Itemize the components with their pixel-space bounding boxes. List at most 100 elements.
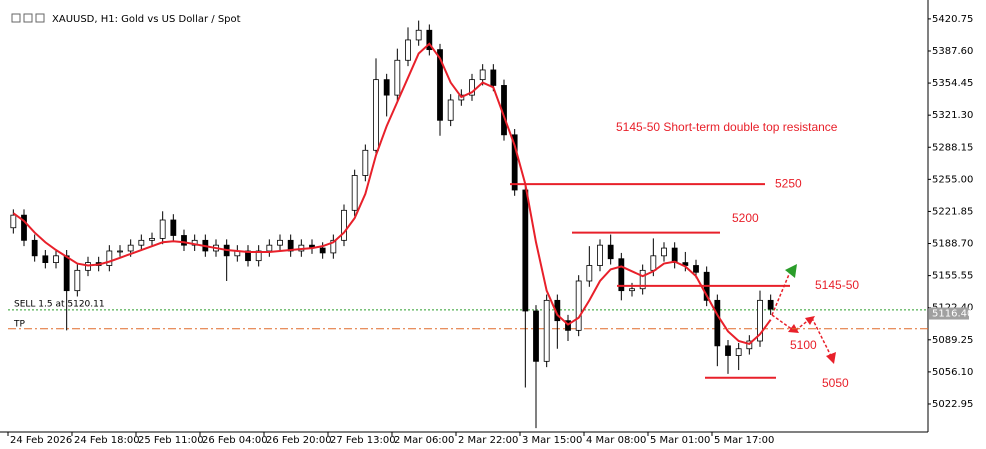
arrow-head [785, 264, 797, 278]
candle-body [74, 269, 81, 292]
candle-body [490, 69, 497, 86]
candle-body [149, 237, 155, 241]
projection-label: 5100 [790, 338, 817, 352]
y-tick-label: 5188.70 [932, 239, 973, 250]
level-label: 5050 [822, 376, 849, 390]
candle-body [383, 79, 390, 96]
y-tick-label: 5221.85 [932, 206, 973, 217]
candle-body [53, 255, 59, 263]
y-tick-label: 5321.30 [932, 110, 973, 121]
candle-body [522, 189, 529, 312]
x-tick-label: 4 Mar 08:00 [586, 435, 646, 445]
x-tick-label: 5 Mar 17:00 [714, 435, 774, 445]
candle-body [319, 247, 326, 254]
y-tick-label: 5089.25 [932, 335, 973, 346]
tp-label: TP [13, 319, 25, 329]
y-tick-label: 5022.95 [932, 399, 973, 410]
y-tick-label: 5288.15 [932, 142, 973, 153]
candle-body [629, 288, 635, 292]
x-tick-label: 3 Mar 15:00 [522, 435, 582, 445]
candle-body [618, 258, 625, 292]
arrow-line [771, 271, 791, 316]
arrow-line [795, 318, 811, 331]
candle-body [159, 219, 166, 239]
current-price-label: 5116.40 [932, 309, 973, 320]
candle-body [437, 49, 443, 121]
candle-body [127, 244, 134, 252]
candle-body [351, 175, 358, 211]
candle-body [362, 149, 369, 176]
y-tick-label: 5056.10 [932, 367, 973, 378]
x-tick-label: 27 Feb 13:00 [330, 435, 396, 445]
level-label: 5200 [732, 211, 759, 225]
candle-body [447, 99, 454, 121]
candle-body [266, 244, 273, 252]
candle-body [714, 299, 721, 347]
x-tick-label: 2 Mar 22:00 [458, 435, 518, 445]
candle-body [181, 235, 187, 246]
candle-body [42, 255, 49, 263]
candle-body [650, 255, 657, 271]
candle-body [575, 280, 582, 331]
moving-average [12, 42, 772, 346]
candle-body [138, 239, 145, 246]
candle-body [277, 239, 283, 246]
x-tick-label: 24 Feb 2026 [10, 435, 72, 445]
candle-body [415, 29, 422, 41]
candle-body [106, 250, 113, 266]
candle-body [725, 345, 731, 356]
y-tick-label: 5255.00 [932, 174, 973, 185]
icon [23, 13, 33, 23]
arrow-head [826, 352, 836, 364]
candle-body [426, 29, 433, 51]
icon [35, 13, 45, 23]
toolbar-icons [11, 13, 45, 23]
candle-body [767, 299, 774, 310]
candle-body [639, 269, 646, 290]
candle-body [671, 247, 678, 263]
chart-title: XAUUSD, H1: Gold vs US Dollar / Spot [52, 14, 241, 25]
current-price-box [929, 307, 969, 320]
candle-body [405, 39, 411, 61]
candle-body [735, 348, 742, 356]
icon [11, 13, 21, 23]
candle-body [170, 219, 177, 236]
level-label: 5145-50 [815, 278, 859, 292]
sell-label: SELL 1.5 at 5120.11 [14, 299, 105, 309]
x-tick-label: 24 Feb 18:00 [74, 435, 140, 445]
candle-body [373, 79, 379, 151]
candle-body [757, 299, 763, 342]
x-tick-label: 26 Feb 20:00 [266, 435, 332, 445]
x-tick-label: 5 Mar 01:00 [650, 435, 710, 445]
candle-body [21, 214, 27, 241]
candle-body [661, 247, 667, 257]
candle-body [693, 265, 699, 273]
candle-body [586, 265, 593, 282]
candle-body [117, 250, 123, 253]
candle-body [394, 59, 401, 96]
candle-body [10, 214, 17, 229]
y-tick-label: 5155.55 [932, 271, 973, 282]
candle-body [543, 299, 550, 362]
candle-body [469, 79, 475, 96]
x-tick-label: 2 Mar 06:00 [394, 435, 454, 445]
candle-body [607, 244, 614, 260]
candle-body [479, 69, 486, 81]
y-tick-label: 5420.75 [932, 14, 973, 25]
candle-body [533, 310, 539, 362]
candle-body [597, 244, 603, 266]
arrow-line [771, 314, 794, 331]
candle-body [31, 239, 38, 257]
arrow-line [811, 317, 832, 357]
annotation: 5145-50 Short-term double top resistance [616, 120, 838, 134]
y-tick-label: 5354.45 [932, 78, 973, 89]
candle-body [511, 134, 518, 191]
candle-body [341, 209, 347, 241]
candle-body [330, 239, 337, 254]
candle-body [63, 255, 70, 292]
x-tick-label: 25 Feb 11:00 [138, 435, 204, 445]
x-tick-label: 26 Feb 04:00 [202, 435, 268, 445]
y-tick-label: 5387.60 [932, 46, 973, 57]
level-label: 5250 [775, 176, 802, 190]
